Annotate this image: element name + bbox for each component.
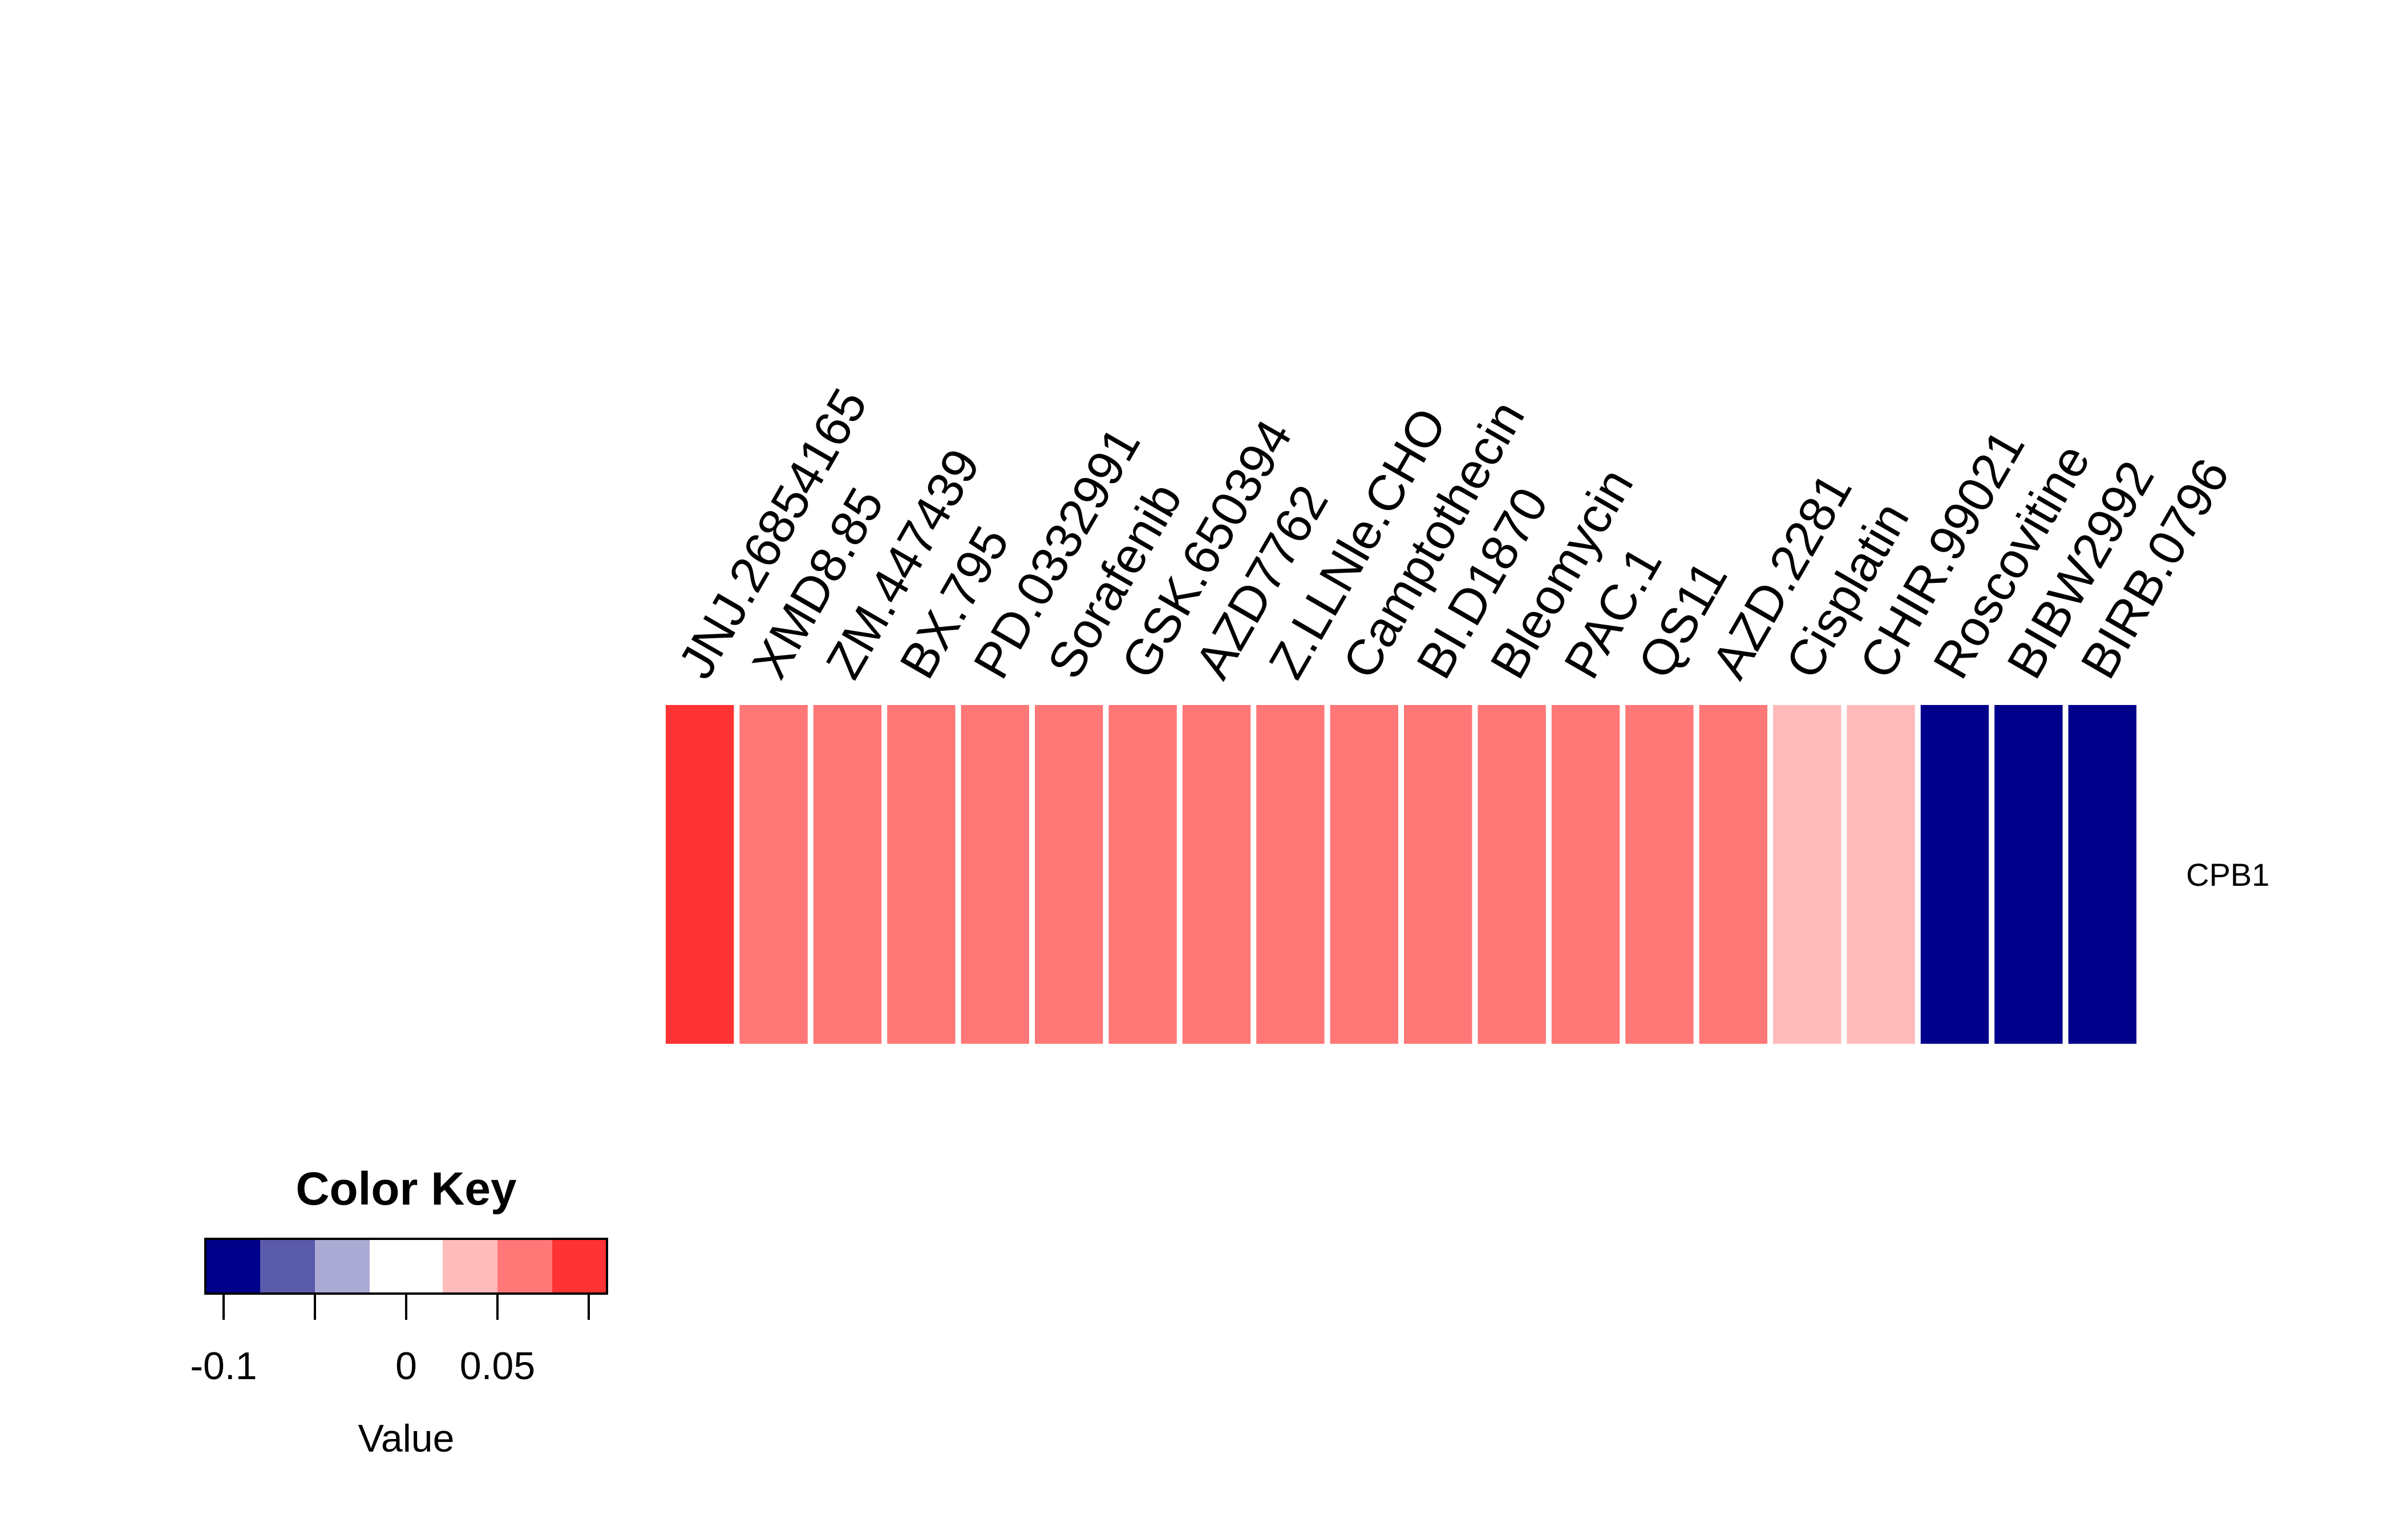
heatmap-cell-roscovitine bbox=[1920, 705, 1989, 1044]
heatmap-cell-chir-99021 bbox=[1847, 705, 1915, 1044]
color-key-band bbox=[315, 1239, 370, 1294]
heatmap-cell-bibw2992 bbox=[1994, 705, 2063, 1044]
heatmap-cell-camptothecin bbox=[1330, 705, 1398, 1044]
heatmap-cell-bx-795 bbox=[887, 705, 956, 1044]
heatmap-cell-birb-0796 bbox=[2068, 705, 2136, 1044]
heatmap-cell-zm-447439 bbox=[813, 705, 882, 1044]
color-key-title: Color Key bbox=[296, 1163, 517, 1215]
row-label: CPB1 bbox=[2186, 857, 2269, 893]
row-labels: CPB1 bbox=[2186, 857, 2269, 893]
heatmap-cell-cisplatin bbox=[1773, 705, 1841, 1044]
heatmap-cell-pac-1 bbox=[1551, 705, 1620, 1044]
color-key-axis-label: Value bbox=[358, 1417, 455, 1460]
column-labels: JNJ.26854165XMD8.85ZM.447439BX.795PD.033… bbox=[667, 379, 2240, 688]
color-key-ticks: -0.1 0 0.05 bbox=[190, 1294, 590, 1388]
heatmap-cell-azd-2281 bbox=[1699, 705, 1767, 1044]
color-key-tick-label: 0 bbox=[395, 1344, 417, 1388]
heatmap-cell-bleomycin bbox=[1478, 705, 1546, 1044]
heatmap-cell-qs11 bbox=[1625, 705, 1694, 1044]
color-key-band bbox=[443, 1239, 497, 1294]
heatmap-cells bbox=[666, 705, 2136, 1044]
heatmap-cell-azd7762 bbox=[1182, 705, 1251, 1044]
heatmap-cell-bi-d1870 bbox=[1404, 705, 1472, 1044]
color-key-bands bbox=[204, 1238, 608, 1295]
color-key-band bbox=[552, 1239, 607, 1294]
color-key-band bbox=[205, 1239, 260, 1294]
color-key: Color Key -0.1 0 0.05 Value bbox=[190, 1163, 608, 1460]
heatmap-cell-jnj-26854165 bbox=[666, 705, 734, 1044]
heatmap-cell-xmd8-85 bbox=[739, 705, 808, 1044]
color-key-tick-label: -0.1 bbox=[190, 1344, 257, 1388]
heatmap-cell-z-llnle-cho bbox=[1256, 705, 1325, 1044]
heatmap-cell-pd-0332991 bbox=[961, 705, 1029, 1044]
color-key-band bbox=[370, 1239, 443, 1294]
color-key-tick-label: 0.05 bbox=[460, 1344, 535, 1388]
color-key-band bbox=[497, 1239, 552, 1294]
color-key-band bbox=[260, 1239, 315, 1294]
heatmap-cell-gsk-650394 bbox=[1108, 705, 1177, 1044]
heatmap-cell-sorafenib bbox=[1035, 705, 1103, 1044]
